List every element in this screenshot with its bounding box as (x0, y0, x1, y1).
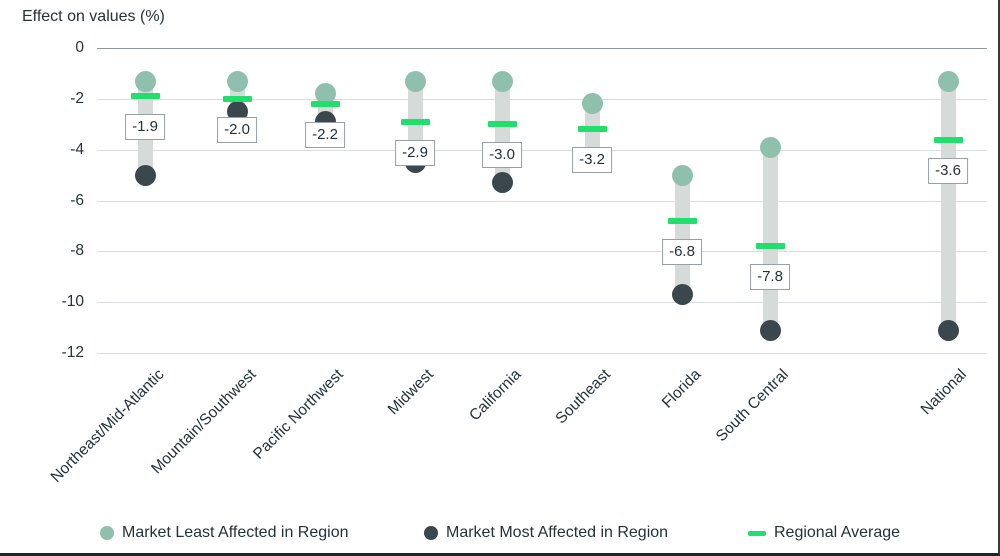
gridline (97, 149, 987, 151)
value-label-box: -1.9 (125, 114, 165, 141)
range-bar (762, 147, 778, 331)
value-label-box: -3.6 (928, 157, 968, 184)
least-affected-dot (759, 136, 781, 158)
y-tick-label: -8 (70, 242, 84, 260)
x-axis-label-text: California (465, 366, 525, 425)
least-affected-dot (404, 70, 426, 92)
x-axis-label-text: Florida (658, 366, 705, 412)
least-affected-dot (226, 70, 248, 92)
y-tick-label: 0 (75, 39, 84, 56)
least-affected-dot (671, 164, 693, 186)
legend-item: Market Most Affected in Region (424, 520, 668, 546)
regional-average-dash (400, 118, 430, 125)
legend-dot-icon (100, 526, 114, 540)
x-axis-label-text: Midwest (384, 366, 438, 419)
regional-average-dash (310, 100, 340, 107)
value-label-box: -6.8 (662, 238, 702, 265)
range-bar (940, 81, 956, 331)
most-affected-dot (491, 172, 513, 194)
value-label-box: -3.2 (572, 147, 612, 174)
legend-item: Regional Average (748, 520, 900, 546)
regional-average-dash (222, 95, 252, 102)
range-bar (674, 175, 690, 295)
y-tick-label: -6 (70, 191, 84, 209)
regional-average-dash (487, 121, 517, 128)
value-label-box: -2.0 (217, 116, 257, 143)
legend-dot-icon (424, 526, 438, 540)
x-axis-label-text: Mountain/Southwest (147, 366, 260, 478)
y-tick-label: -2 (70, 89, 84, 107)
regional-average-dash (130, 93, 160, 100)
y-tick-label: -4 (70, 140, 84, 158)
least-affected-dot (134, 70, 156, 92)
value-label-box: -2.2 (305, 121, 345, 148)
x-axis-label-text: Northeast/Mid-Atlantic (47, 366, 168, 486)
most-affected-dot (759, 319, 781, 341)
least-affected-dot (581, 93, 603, 115)
legend-dash-icon (748, 530, 766, 536)
most-affected-dot (671, 284, 693, 306)
legend-label: Regional Average (774, 524, 901, 541)
value-label-box: -3.0 (482, 142, 522, 169)
least-affected-dot (491, 70, 513, 92)
zero-gridline (97, 48, 987, 49)
least-affected-dot (314, 83, 336, 105)
regional-average-dash (755, 243, 785, 250)
most-affected-dot (937, 319, 959, 341)
x-axis-label-text: South Central (712, 366, 793, 446)
gridline (97, 302, 987, 304)
y-tick-label: -10 (61, 293, 84, 311)
regional-average-dash (933, 136, 963, 143)
x-axis-label-text: Southeast (552, 366, 615, 428)
gridline (97, 98, 987, 100)
regional-average-dash (667, 217, 697, 224)
chart-title: Effect on values (%) (22, 8, 165, 25)
y-tick-label: -12 (61, 344, 84, 361)
legend-label: Market Least Affected in Region (122, 524, 349, 541)
value-label-box: -7.8 (750, 264, 790, 291)
gridline (97, 200, 987, 202)
gridline (97, 251, 987, 253)
regional-average-dash (577, 126, 607, 133)
value-label-box: -2.9 (395, 139, 435, 166)
least-affected-dot (937, 70, 959, 92)
legend-item: Market Least Affected in Region (100, 520, 349, 546)
gridline (97, 353, 987, 354)
legend-label: Market Most Affected in Region (446, 524, 669, 541)
x-axis-label-text: National (917, 366, 971, 419)
x-axis-label-text: Pacific Northwest (250, 366, 348, 463)
most-affected-dot (134, 164, 156, 186)
